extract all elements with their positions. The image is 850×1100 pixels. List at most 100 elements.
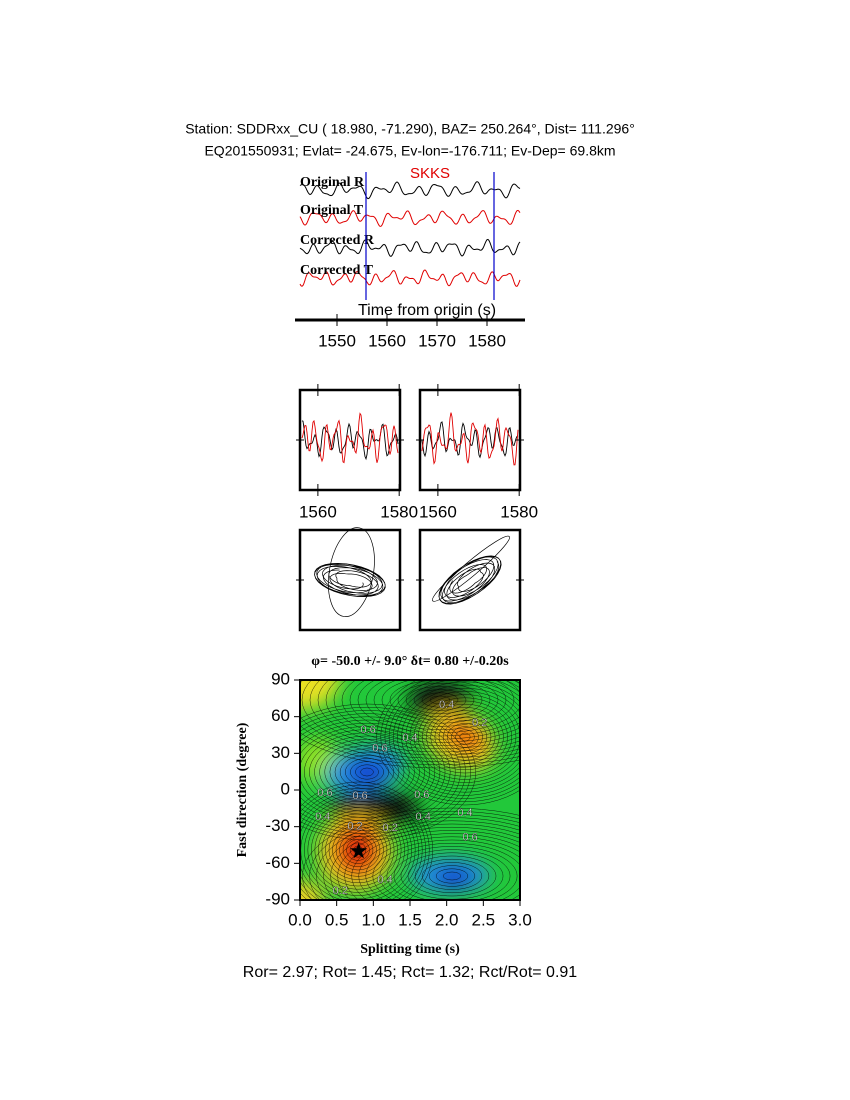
contour-line	[414, 858, 490, 894]
trace	[299, 238, 521, 257]
y-tick-label: 0	[281, 779, 290, 798]
x-tick-label: 1570	[418, 331, 456, 350]
contour-line	[300, 791, 423, 900]
x-tick-label: 1580	[380, 502, 418, 521]
x-tick-label: 1.0	[362, 910, 386, 929]
event-line: EQ201550931; Evlat= -24.675, Ev-lon=-176…	[204, 143, 615, 159]
contour-label: 0.4	[402, 732, 417, 744]
contour-line	[421, 692, 459, 708]
contour-line	[438, 716, 492, 758]
contour-line	[355, 764, 379, 780]
contour-line	[351, 830, 520, 900]
contour-line	[413, 697, 517, 777]
trace-label: Corrected T	[300, 263, 374, 278]
contour-line	[397, 682, 483, 718]
x-tick-label: 1550	[318, 331, 356, 350]
contour-line	[316, 814, 520, 900]
contour-line	[325, 680, 520, 746]
contour-line	[300, 722, 446, 822]
contour-line	[333, 680, 520, 743]
contour-line	[349, 680, 520, 737]
contour-label: 0.4	[315, 811, 330, 823]
contour-line	[389, 680, 491, 721]
phase-label: SKKS	[410, 165, 450, 182]
contour-line	[300, 781, 434, 900]
trace	[299, 209, 521, 227]
trace	[299, 269, 521, 287]
contour-line	[337, 823, 520, 900]
contour-line	[426, 707, 504, 767]
contour-line	[401, 687, 520, 787]
contour-line	[300, 713, 461, 831]
contour-label: 0.6	[317, 787, 332, 799]
station-line: Station: SDDRxx_CU ( 18.980, -71.290), B…	[185, 121, 635, 137]
x-axis-label: Splitting time (s)	[360, 942, 460, 957]
trace-label: Original T	[300, 203, 364, 218]
trace	[301, 412, 399, 464]
contour-line	[384, 680, 520, 799]
x-tick-label: 1560	[368, 331, 406, 350]
contour-line	[459, 732, 471, 742]
contour-line	[417, 700, 513, 774]
contour-line	[381, 680, 499, 724]
x-tick-label: 1580	[468, 331, 506, 350]
x-tick-label: 0.0	[288, 910, 312, 929]
contour-line	[407, 855, 497, 897]
contour-line	[386, 846, 518, 900]
trace-label: Original R	[300, 175, 365, 190]
contour-line	[349, 842, 367, 858]
contour-line	[405, 686, 475, 714]
contour-line	[428, 865, 476, 887]
contour-line	[372, 839, 520, 900]
particle-loop	[328, 527, 375, 617]
contour-line	[300, 729, 436, 815]
contour-line	[397, 684, 520, 790]
contour-line	[435, 868, 469, 884]
contour-line	[344, 758, 390, 786]
particle-loop	[432, 535, 510, 602]
panel-frame	[298, 528, 402, 632]
contour-line	[323, 817, 520, 900]
contour-line	[373, 680, 507, 727]
plot-title: φ= -50.0 +/- 9.0° δt= 0.80 +/-0.20s	[311, 654, 509, 669]
contour-label: 0.2	[333, 885, 348, 897]
contour-label: 0.6	[414, 789, 429, 801]
y-tick-label: 30	[271, 743, 290, 762]
best-fit-star	[350, 842, 368, 859]
x-tick-label: 2.5	[472, 910, 496, 929]
contour-line	[421, 862, 483, 890]
contour-line	[341, 680, 520, 740]
contour-line	[300, 788, 426, 900]
contour-line	[344, 826, 520, 900]
contour-line	[430, 710, 500, 764]
contour-line	[300, 732, 520, 766]
contour-line	[376, 680, 520, 806]
contour-label: 0.2	[347, 821, 362, 833]
y-tick-label: -90	[265, 889, 290, 908]
y-axis-label: Fast direction (degree)	[235, 722, 250, 857]
contour-line	[365, 680, 515, 730]
particle-path	[438, 555, 502, 605]
contour-line	[434, 713, 496, 761]
y-tick-label: 90	[271, 669, 290, 688]
footer-stats: Ror= 2.97; Rot= 1.45; Rct= 1.32; Rct/Rot…	[243, 964, 578, 981]
contour-line	[429, 695, 451, 705]
contour-line	[300, 738, 520, 769]
contour-line	[300, 716, 456, 828]
x-tick-label: 1560	[419, 502, 457, 521]
y-tick-label: -60	[265, 853, 290, 872]
trace	[301, 420, 399, 461]
contour-line	[330, 820, 520, 900]
contour-line	[300, 784, 430, 900]
trace	[299, 181, 521, 200]
contour-label: 0.4	[377, 874, 392, 886]
contour-field	[300, 680, 520, 900]
contour-line	[300, 680, 520, 759]
contour-label: 0.6	[462, 832, 477, 844]
contour-line	[380, 680, 520, 803]
x-tick-label: 3.0	[508, 910, 532, 929]
y-tick-label: 60	[271, 706, 290, 725]
x-tick-label: 1.5	[398, 910, 422, 929]
x-tick-label: 1580	[500, 502, 538, 521]
contour-line	[413, 689, 467, 711]
